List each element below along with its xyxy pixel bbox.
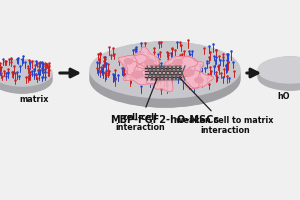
Polygon shape bbox=[141, 64, 173, 92]
Ellipse shape bbox=[145, 59, 154, 65]
Polygon shape bbox=[123, 61, 160, 85]
Ellipse shape bbox=[90, 51, 240, 107]
Ellipse shape bbox=[90, 42, 240, 107]
Ellipse shape bbox=[195, 77, 203, 83]
Ellipse shape bbox=[0, 60, 52, 86]
Ellipse shape bbox=[258, 57, 300, 90]
Polygon shape bbox=[135, 47, 159, 69]
Text: cell-cell
interaction: cell-cell interaction bbox=[115, 79, 165, 132]
Ellipse shape bbox=[132, 71, 143, 78]
Ellipse shape bbox=[0, 60, 52, 93]
Ellipse shape bbox=[90, 42, 240, 98]
Polygon shape bbox=[169, 56, 204, 89]
Ellipse shape bbox=[155, 75, 165, 81]
Text: MBP-FGF2-hO-MSCs: MBP-FGF2-hO-MSCs bbox=[110, 115, 220, 125]
Polygon shape bbox=[182, 71, 214, 88]
Text: matrix: matrix bbox=[19, 95, 49, 104]
Text: hO: hO bbox=[278, 92, 290, 101]
Text: weaken cell to matrix
interaction: weaken cell to matrix interaction bbox=[176, 78, 274, 135]
Polygon shape bbox=[118, 55, 147, 75]
Ellipse shape bbox=[258, 64, 300, 90]
Ellipse shape bbox=[173, 59, 182, 66]
Polygon shape bbox=[164, 56, 198, 77]
Ellipse shape bbox=[183, 69, 194, 76]
Ellipse shape bbox=[258, 57, 300, 83]
Ellipse shape bbox=[124, 59, 133, 64]
Ellipse shape bbox=[0, 67, 52, 93]
